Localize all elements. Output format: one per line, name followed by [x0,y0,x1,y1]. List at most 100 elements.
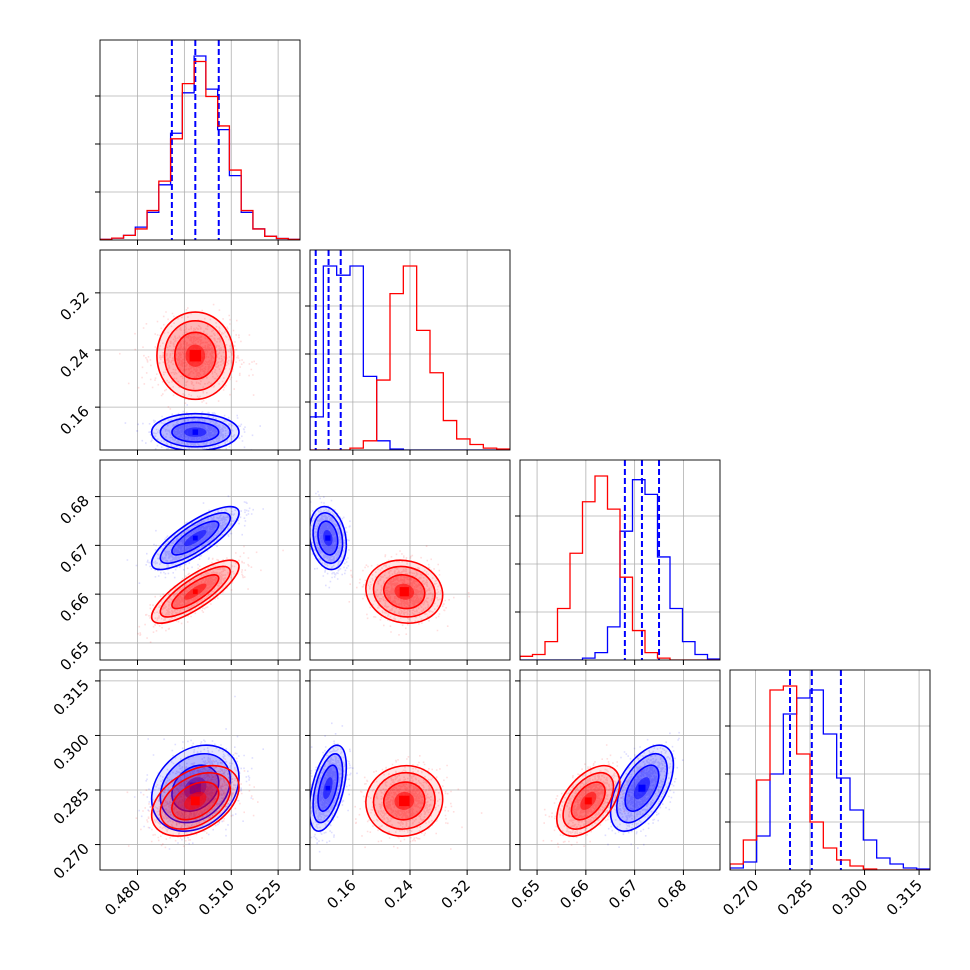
x-tick-label: 0.285 [774,876,817,919]
panel-3-3: 0.270 0.285 0.300 0.315 [719,669,931,919]
scatter-points [133,695,264,850]
contour-line [156,311,235,401]
panel-2-1 [305,459,511,665]
density-peak [399,587,409,597]
contour-line [372,771,436,830]
y-tick-label: 0.68 [56,492,92,528]
density-peak [325,535,331,541]
density-peak [189,350,202,362]
panel-frame [99,249,301,451]
scatter-points [310,722,358,853]
contour-line [382,781,426,821]
panel-frame [309,459,511,661]
y-tick-label: 0.300 [50,731,93,774]
histogram-series-1 [730,685,930,870]
y-tick-label: 0.16 [56,402,92,438]
scatter-points [124,404,261,450]
density-peak [189,782,201,794]
contour-line [171,520,220,556]
density-peak [192,589,198,595]
density-peak [192,429,199,435]
panel-0-0 [95,39,301,245]
x-tick-label: 0.300 [828,876,871,919]
contour-line [150,764,240,837]
x-tick-label: 0.65 [508,876,544,912]
y-tick-label: 0.270 [50,840,93,883]
histogram-series-1 [100,60,300,240]
panel-frame [99,459,301,661]
contour-line [159,416,232,448]
contour-line [159,752,232,824]
contour-line [150,412,240,450]
histogram-series-1 [310,265,510,450]
contour-line [609,744,675,832]
panel-3-0: 0.270 0.285 0.300 0.315 0.480 0.495 0.510 0.525 [50,669,301,919]
x-tick-label: 0.16 [323,876,359,912]
histogram-series-0 [100,55,300,240]
contour-line [159,565,232,618]
scatter-series-1 [354,755,483,850]
x-tick-label: 0.510 [195,876,238,919]
scatter-series-0 [310,722,358,853]
contour-line [171,574,220,610]
contour-line [171,764,220,812]
scatter-points [354,755,483,850]
contour-line [150,744,240,832]
y-tick-label: 0.67 [56,540,92,576]
scatter-series-0 [133,695,264,850]
x-tick-label: 0.66 [556,876,592,912]
y-tick-label: 0.24 [56,345,92,381]
panel-1-0: 0.16 0.24 0.32 [56,249,301,455]
panel-frame [309,249,511,451]
panel-2-2 [515,459,721,665]
scatter-points [597,731,684,849]
contour-line [310,744,348,832]
panel-2-0: 0.65 0.66 0.67 0.68 [56,459,301,674]
panel-1-1 [305,249,511,455]
density-peak [190,796,200,806]
scatter-series-0 [124,404,261,450]
x-tick-label: 0.270 [719,876,762,919]
contour-line [317,764,339,812]
scatter-series-0 [597,731,684,849]
x-tick-label: 0.67 [605,876,641,912]
density-peak [325,785,331,791]
panel-frame [729,669,931,871]
contour-line [171,421,220,443]
histogram-series-0 [730,689,930,870]
panel-frame [309,669,511,871]
y-tick-label: 0.32 [56,288,92,324]
panel-3-2: 0.65 0.66 0.67 0.68 [508,669,721,912]
panel-frame [99,669,301,871]
x-tick-label: 0.525 [242,876,285,919]
contour-line [365,764,444,837]
y-tick-label: 0.66 [56,589,92,625]
histogram-series-0 [520,479,720,660]
density-peak [399,795,410,807]
contour-line [173,331,217,380]
density-peak [192,535,198,541]
contour-line [159,771,232,830]
panel-frame [99,39,301,241]
contour-line [372,565,436,618]
contour-line [624,764,660,812]
histogram-series-0 [310,265,510,450]
x-tick-label: 0.315 [883,876,926,919]
y-tick-label: 0.65 [56,638,92,674]
contour-line [365,559,444,624]
panel-frame [519,459,721,661]
contour-line [562,771,615,830]
contour-line [312,512,344,565]
contour-line [171,781,220,821]
contour-line [570,781,606,821]
contour-line [382,574,426,610]
histogram-series-1 [520,475,720,660]
y-tick-label: 0.315 [50,676,93,719]
panel-frame [519,669,721,871]
y-tick-label: 0.285 [50,785,93,828]
x-tick-label: 0.480 [101,876,144,919]
x-tick-label: 0.32 [438,876,474,912]
x-tick-label: 0.495 [148,876,191,919]
contour-line [163,319,227,392]
